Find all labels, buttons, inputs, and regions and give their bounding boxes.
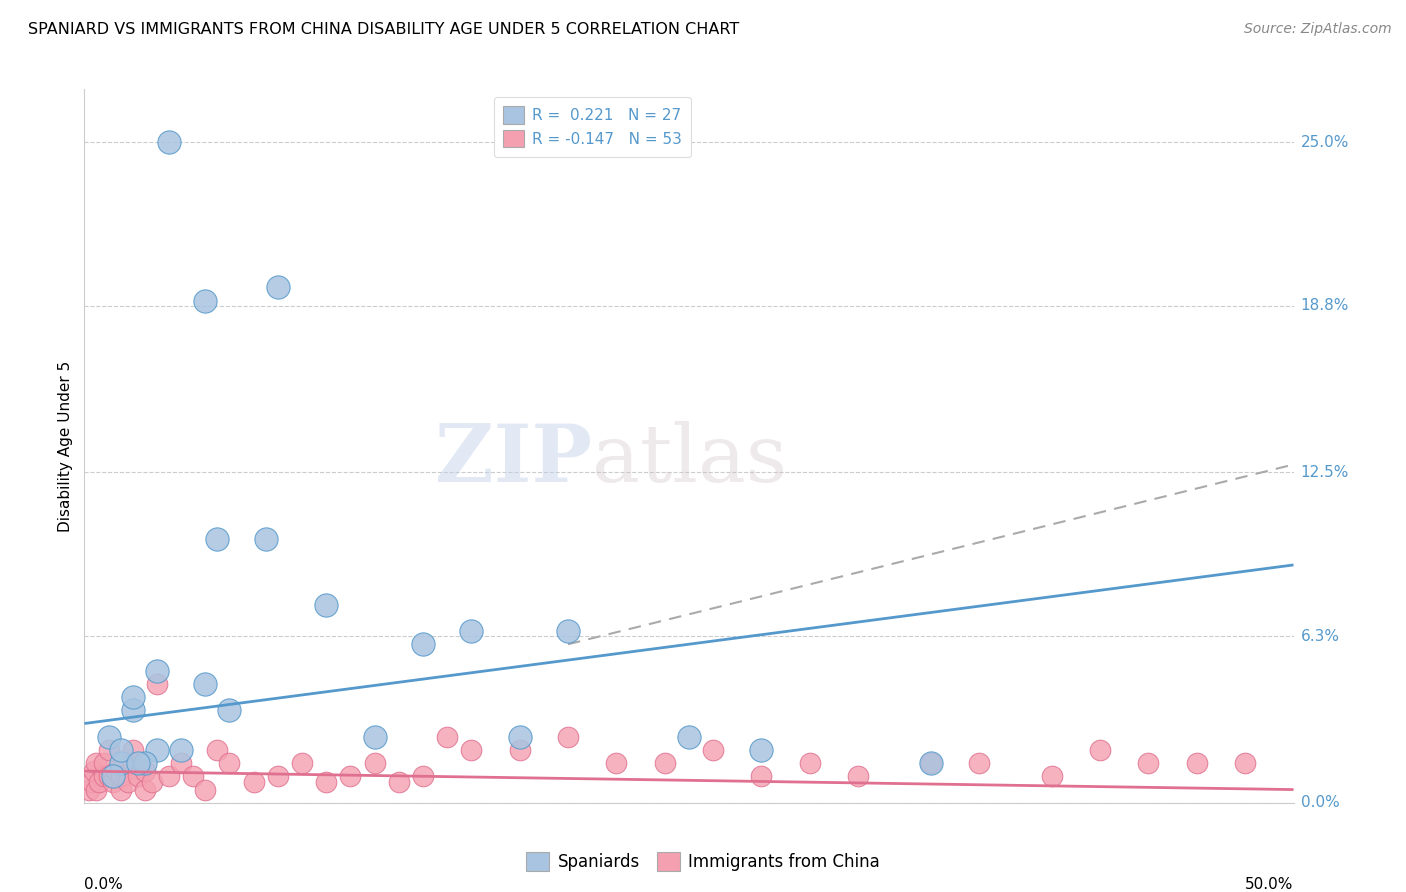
Point [920, 756, 942, 771]
Point [127, 769, 149, 783]
Point [1137, 756, 1160, 771]
Point [654, 756, 676, 771]
Point [218, 703, 240, 717]
Text: 25.0%: 25.0% [1301, 135, 1348, 150]
Text: 12.5%: 12.5% [1301, 465, 1348, 480]
Point [86, 756, 108, 771]
Point [460, 624, 482, 638]
Point [121, 743, 143, 757]
Legend: Spaniards, Immigrants from China: Spaniards, Immigrants from China [517, 843, 889, 880]
Point [751, 743, 773, 757]
Point [110, 782, 132, 797]
Point [170, 756, 193, 771]
Point [194, 677, 217, 691]
Point [146, 677, 169, 691]
Point [157, 135, 180, 149]
Point [315, 774, 337, 789]
Point [121, 703, 143, 717]
Point [1234, 756, 1257, 771]
Point [363, 756, 385, 771]
Point [110, 756, 132, 771]
Point [121, 690, 143, 704]
Point [181, 769, 204, 783]
Point [799, 756, 821, 771]
Point [218, 756, 240, 771]
Point [117, 774, 139, 789]
Point [315, 598, 337, 612]
Point [605, 756, 627, 771]
Point [920, 756, 942, 771]
Point [141, 774, 163, 789]
Point [967, 756, 990, 771]
Point [121, 756, 143, 771]
Point [86, 782, 108, 797]
Point [134, 782, 156, 797]
Text: 6.3%: 6.3% [1301, 629, 1340, 644]
Point [509, 730, 531, 744]
Point [254, 532, 277, 546]
Point [134, 764, 156, 778]
Point [93, 756, 115, 771]
Point [436, 730, 458, 744]
Point [77, 782, 100, 797]
Point [207, 743, 229, 757]
Point [678, 730, 700, 744]
Point [110, 769, 132, 783]
Point [146, 664, 169, 678]
Point [363, 730, 385, 744]
Text: 18.8%: 18.8% [1301, 299, 1348, 313]
Point [110, 743, 132, 757]
Text: 0.0%: 0.0% [1301, 796, 1340, 810]
Point [242, 774, 264, 789]
Point [1040, 769, 1063, 783]
Point [702, 743, 724, 757]
Text: SPANIARD VS IMMIGRANTS FROM CHINA DISABILITY AGE UNDER 5 CORRELATION CHART: SPANIARD VS IMMIGRANTS FROM CHINA DISABI… [28, 22, 740, 37]
Point [207, 532, 229, 546]
Point [846, 769, 869, 783]
Point [557, 730, 579, 744]
Point [97, 730, 120, 744]
Point [87, 774, 110, 789]
Text: 0.0%: 0.0% [84, 877, 124, 892]
Point [751, 769, 773, 783]
Point [412, 637, 434, 651]
Point [1088, 743, 1111, 757]
Y-axis label: Disability Age Under 5: Disability Age Under 5 [58, 360, 73, 532]
Text: ZIP: ZIP [436, 421, 592, 500]
Point [1185, 756, 1208, 771]
Point [127, 756, 149, 771]
Point [103, 769, 125, 783]
Point [412, 769, 434, 783]
Point [194, 782, 217, 797]
Point [93, 769, 115, 783]
Point [339, 769, 361, 783]
Point [170, 743, 193, 757]
Legend: R =  0.221   N = 27, R = -0.147   N = 53: R = 0.221 N = 27, R = -0.147 N = 53 [494, 97, 690, 157]
Point [83, 764, 105, 778]
Point [557, 624, 579, 638]
Point [291, 756, 314, 771]
Point [146, 743, 169, 757]
Point [103, 774, 125, 789]
Point [267, 280, 290, 294]
Point [460, 743, 482, 757]
Point [97, 743, 120, 757]
Text: 50.0%: 50.0% [1246, 877, 1294, 892]
Point [388, 774, 411, 789]
Point [104, 764, 127, 778]
Point [509, 743, 531, 757]
Point [97, 769, 120, 783]
Text: atlas: atlas [592, 421, 787, 500]
Point [80, 774, 103, 789]
Point [267, 769, 290, 783]
Point [157, 769, 180, 783]
Point [134, 756, 156, 771]
Text: Source: ZipAtlas.com: Source: ZipAtlas.com [1244, 22, 1392, 37]
Point [194, 293, 217, 308]
